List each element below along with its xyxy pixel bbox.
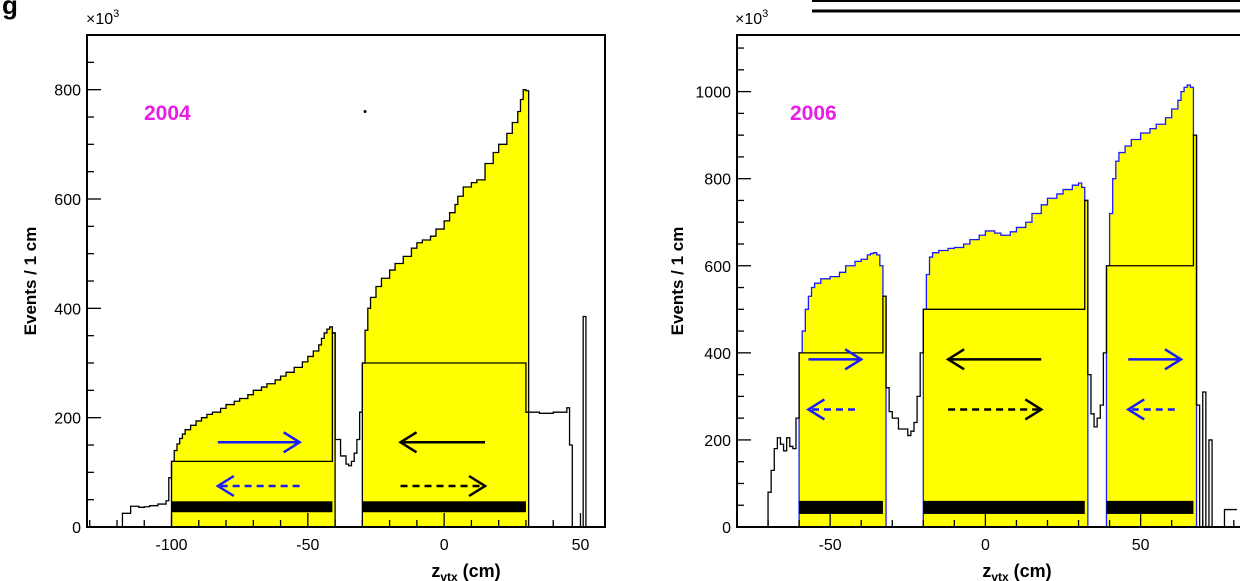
x-axis-sub-2004: vtx — [440, 570, 458, 581]
target-bar-2006-2 — [1106, 500, 1194, 514]
arrow-head-2006-0 — [844, 348, 864, 371]
y-tick-label-2006: 400 — [704, 346, 731, 363]
arrow-head-2006-4 — [1164, 348, 1184, 371]
x-tick-label-2004: 50 — [572, 537, 590, 554]
x-axis-label-2006: zvtx (cm) — [982, 561, 1051, 581]
target-bar-2006-1 — [923, 500, 1085, 514]
y-tick-label-2006: 600 — [704, 259, 731, 276]
exponent-base-2004: ×10 — [86, 11, 113, 28]
exponent-base-2006: ×10 — [735, 11, 762, 28]
y-axis-label-2006: Events / 1 cm — [668, 227, 687, 336]
filled-region-2006-2 — [1105, 84, 1198, 527]
exponent-power-2004: 3 — [113, 8, 119, 20]
exponent-power-2006: 3 — [762, 8, 768, 20]
y-tick-label-2006: 800 — [704, 172, 731, 189]
y-tick-label-2006: 0 — [722, 520, 731, 537]
x-tick-label-2004: 0 — [440, 537, 449, 554]
axes-2004: -100 -50 0 50 0 200 400 600 800 — [54, 34, 590, 554]
arrow-head-2004-0 — [282, 431, 303, 454]
x-axis-label-2004: zvtx (cm) — [431, 561, 500, 581]
target-bar-2006-0 — [799, 500, 883, 514]
y-tick-label-2004: 200 — [54, 411, 81, 428]
histogram-outline-2004 — [111, 315, 595, 527]
y-tick-label-2004: 600 — [54, 192, 81, 209]
arrow-head-2004-1 — [215, 474, 235, 498]
arrow-head-2006-2 — [945, 348, 965, 371]
header-fragment: g — [2, 0, 18, 20]
filled-region-2006-0 — [798, 252, 887, 527]
target-bar-2004-1 — [362, 501, 526, 513]
x-axis-unit-2006: (cm) — [1009, 561, 1052, 581]
y-tick-label-2006: 1000 — [695, 85, 731, 102]
y-tick-label-2004: 800 — [54, 83, 81, 100]
filled-region-2004-1 — [361, 89, 530, 527]
x-tick-label-2004: -100 — [156, 537, 188, 554]
arrow-head-2004-3 — [468, 474, 488, 498]
arrow-head-2004-2 — [398, 431, 418, 454]
y-tick-label-2006: 200 — [704, 433, 731, 450]
plot-area-2006 — [761, 84, 1237, 527]
x-axis-sub-2006: vtx — [991, 570, 1009, 581]
chart-2006: -50 0 50 0 200 400 600 800 1000 2006 ×103 Events… — [668, 8, 1240, 581]
x-axis-var-2004: z — [431, 561, 440, 581]
exponent-label-2006: ×103 — [735, 8, 768, 28]
year-label-2004: 2004 — [144, 102, 191, 125]
histogram-outline-2006 — [761, 134, 1237, 527]
stray-dot-2004 — [363, 110, 367, 114]
x-axis-unit-2004: (cm) — [458, 561, 501, 581]
x-axis-var-2006: z — [982, 561, 991, 581]
y-tick-label-2004: 400 — [54, 301, 81, 318]
arrow-head-2006-3 — [1024, 398, 1044, 421]
filled-region-2006-1 — [922, 182, 1089, 527]
x-tick-label-2006: 0 — [981, 537, 990, 554]
year-label-2006: 2006 — [790, 102, 837, 125]
filled-region-2004-0 — [170, 326, 336, 527]
arrow-head-2006-5 — [1125, 398, 1145, 421]
y-axis-label-2004: Events / 1 cm — [21, 227, 40, 336]
exponent-label-2004: ×103 — [86, 8, 119, 28]
chart-2004: -100 -50 0 50 0 200 400 600 800 2004 ×103 Events… — [21, 8, 606, 581]
plot-area-2004 — [111, 89, 595, 527]
y-tick-label-2004: 0 — [72, 520, 81, 537]
axes-2006: -50 0 50 0 200 400 600 800 1000 — [695, 47, 1235, 554]
plot-frame-2006 — [736, 34, 1240, 528]
x-tick-label-2006: 50 — [1132, 537, 1150, 554]
arrow-head-2006-1 — [806, 398, 826, 421]
x-tick-label-2006: -50 — [819, 537, 842, 554]
target-bar-2004-0 — [171, 501, 333, 513]
x-tick-label-2004: -50 — [296, 537, 319, 554]
